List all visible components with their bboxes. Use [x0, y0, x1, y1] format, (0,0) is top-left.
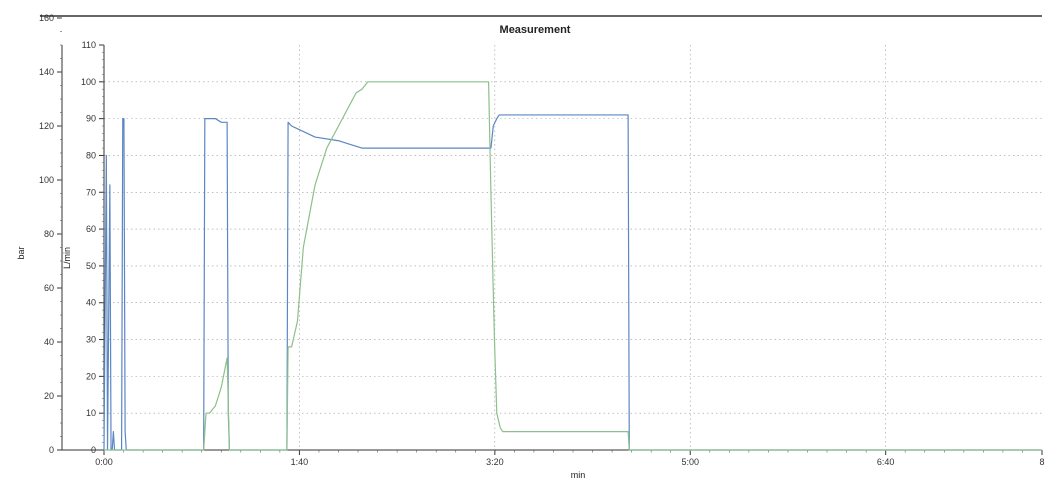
y-left-tick-label: 80 — [44, 229, 54, 239]
y-left-tick-label: 120 — [39, 121, 54, 131]
y-right-tick-label: 10 — [86, 408, 96, 418]
y-left-axis-label: bar — [16, 246, 26, 259]
x-axis-label: min — [571, 470, 586, 480]
x-tick-label: 6:40 — [877, 457, 895, 467]
y-right-tick-label: 60 — [86, 224, 96, 234]
y-left-tick-label: 160 — [39, 13, 54, 23]
y-right-tick-label: 20 — [86, 371, 96, 381]
y-right-tick-label: 50 — [86, 261, 96, 271]
y-left-tick-label: 0 — [49, 445, 54, 455]
y-left-tick-label: 60 — [44, 283, 54, 293]
series-layer — [103, 81, 1042, 451]
y-right-tick-label: 110 — [82, 40, 96, 50]
y-right-tick-label: 30 — [86, 335, 96, 345]
y-left-tick-label: 20 — [44, 391, 54, 401]
y-right-tick-label: 80 — [86, 150, 96, 160]
y-right-tick-label: 70 — [86, 187, 96, 197]
chart-title: Measurement — [500, 24, 571, 36]
series-line-2 — [104, 81, 1042, 451]
x-tick-label: 1:40 — [291, 457, 309, 467]
x-tick-label: 0:00 — [95, 457, 113, 467]
y-right-tick-label: 40 — [86, 298, 96, 308]
y-left-tick-label: 140 — [39, 67, 54, 77]
y-left-tick-label: 40 — [44, 337, 54, 347]
y-right-axis-label: L/min — [62, 247, 72, 269]
x-tick-label: 5:00 — [681, 457, 699, 467]
y-left-tick-label: 100 — [39, 175, 54, 185]
y-right-tick-label: 90 — [86, 114, 96, 124]
y-right-tick-label: 100 — [81, 77, 96, 87]
grid-layer — [104, 45, 1042, 450]
x-tick-label: 8 — [1039, 457, 1044, 467]
x-tick-label: 3:20 — [486, 457, 504, 467]
